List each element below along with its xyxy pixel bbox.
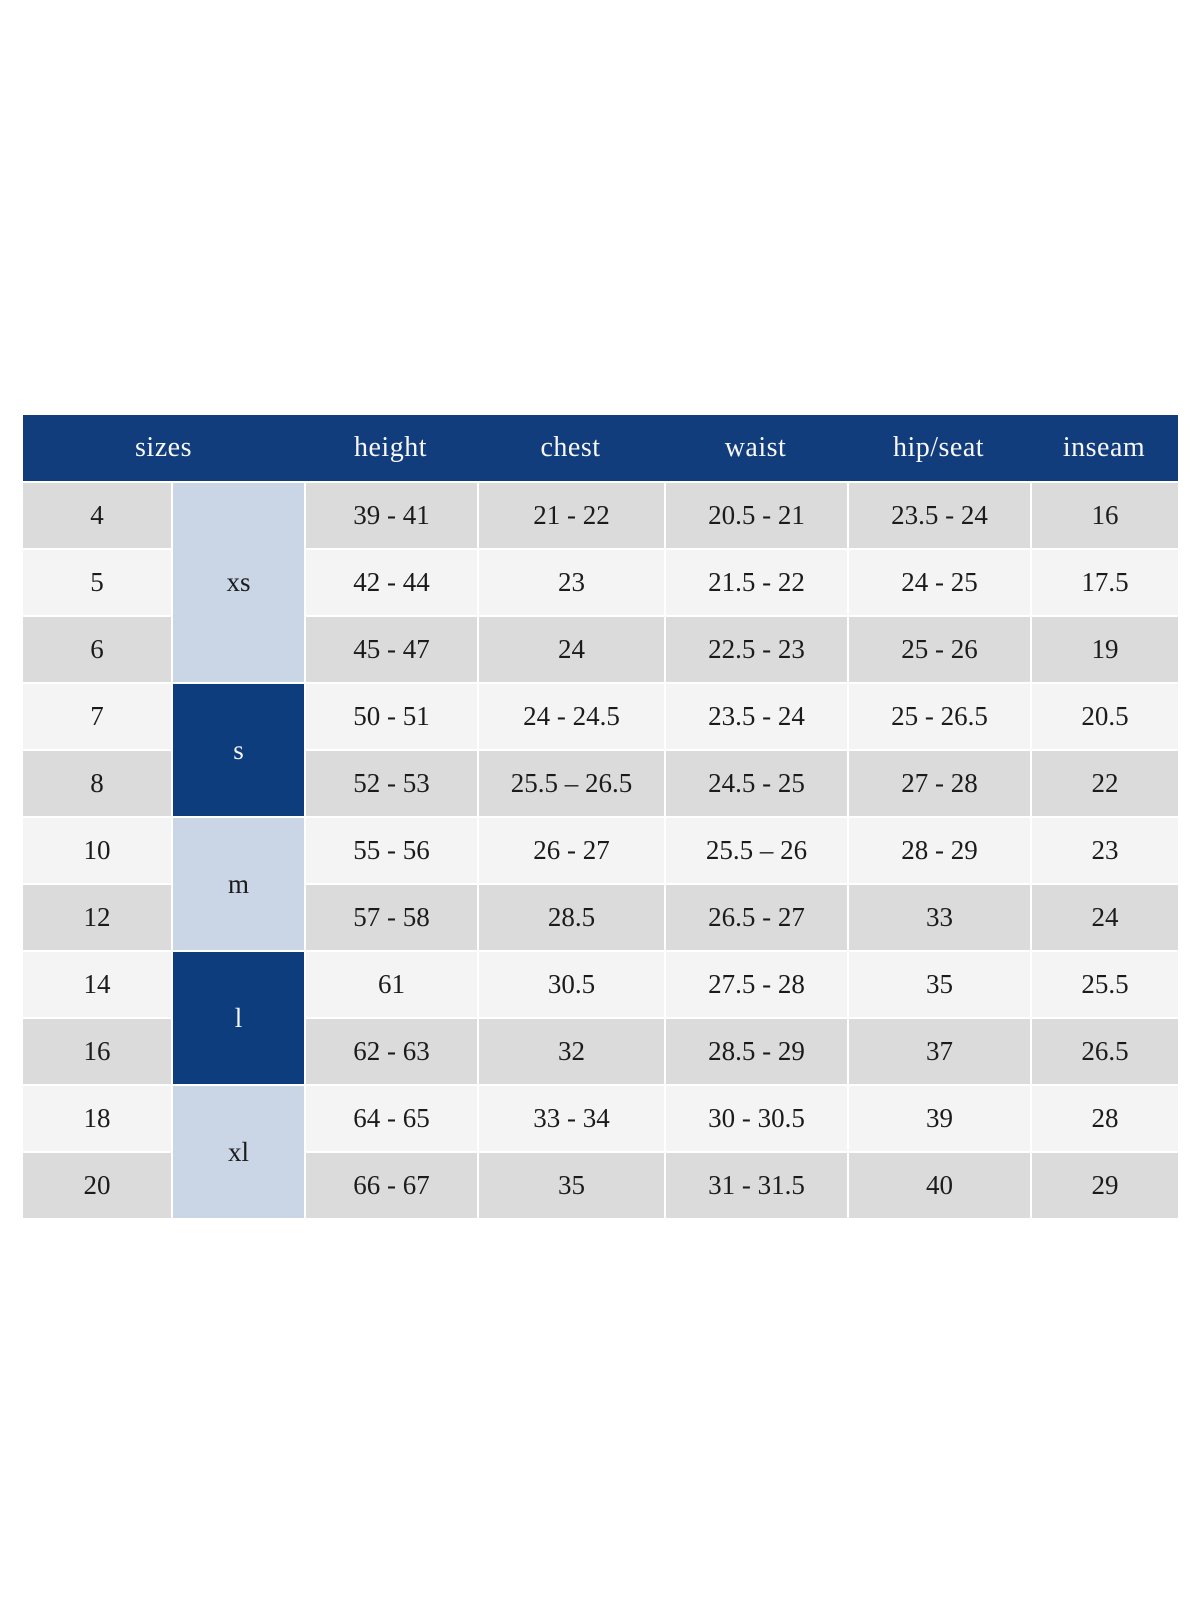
header-inseam: inseam <box>1062 432 1146 463</box>
hip-seat-cell: 37 <box>849 1019 1030 1084</box>
hip-seat-cell: 40 <box>849 1153 1030 1218</box>
waist-cell: 24.5 - 25 <box>666 751 847 816</box>
height-cell: 64 - 65 <box>306 1086 477 1151</box>
size-cell: 18 <box>23 1086 171 1151</box>
hip-seat-cell: 24 - 25 <box>849 550 1030 615</box>
size-cell: 8 <box>23 751 171 816</box>
chest-cell: 33 - 34 <box>479 1086 664 1151</box>
height-cell: 62 - 63 <box>306 1019 477 1084</box>
size-cell: 6 <box>23 617 171 682</box>
height-cell: 55 - 56 <box>306 818 477 883</box>
inseam-cell: 20.5 <box>1032 684 1178 749</box>
size-group-cell-xs: xs <box>173 483 304 682</box>
chest-cell: 21 - 22 <box>479 483 664 548</box>
inseam-cell: 23 <box>1032 818 1178 883</box>
chest-cell: 23 <box>479 550 664 615</box>
chest-cell: 28.5 <box>479 885 664 950</box>
inseam-cell: 17.5 <box>1032 550 1178 615</box>
inseam-cell: 22 <box>1032 751 1178 816</box>
size-cell: 5 <box>23 550 171 615</box>
hip-seat-cell: 25 - 26 <box>849 617 1030 682</box>
waist-cell: 22.5 - 23 <box>666 617 847 682</box>
header-sizes: sizes <box>135 432 192 463</box>
waist-cell: 23.5 - 24 <box>666 684 847 749</box>
chest-cell: 24 - 24.5 <box>479 684 664 749</box>
hip-seat-cell: 23.5 - 24 <box>849 483 1030 548</box>
inseam-cell: 16 <box>1032 483 1178 548</box>
size-cell: 12 <box>23 885 171 950</box>
size-cell: 4 <box>23 483 171 548</box>
height-cell: 50 - 51 <box>306 684 477 749</box>
height-cell: 57 - 58 <box>306 885 477 950</box>
height-cell: 61 <box>306 952 477 1017</box>
header-chest: chest <box>540 432 601 463</box>
hip-seat-cell: 25 - 26.5 <box>849 684 1030 749</box>
hip-seat-cell: 28 - 29 <box>849 818 1030 883</box>
size-cell: 16 <box>23 1019 171 1084</box>
height-cell: 42 - 44 <box>306 550 477 615</box>
header-hip-seat: hip/seat <box>892 432 985 463</box>
height-cell: 52 - 53 <box>306 751 477 816</box>
table-body: 4 39 - 41 21 - 22 20.5 - 21 23.5 - 24 16 5 42 -… <box>23 483 1178 1218</box>
chest-cell: 26 - 27 <box>479 818 664 883</box>
inseam-cell: 24 <box>1032 885 1178 950</box>
waist-cell: 30 - 30.5 <box>666 1086 847 1151</box>
inseam-cell: 26.5 <box>1032 1019 1178 1084</box>
size-group-cell-s: s <box>173 684 304 816</box>
size-group-cell-xl: xl <box>173 1086 304 1218</box>
table-header-row: sizes height chest waist hip/seat inseam <box>23 415 1178 481</box>
size-group-cell-m: m <box>173 818 304 950</box>
chest-cell: 35 <box>479 1153 664 1218</box>
chest-cell: 32 <box>479 1019 664 1084</box>
inseam-cell: 25.5 <box>1032 952 1178 1017</box>
size-cell: 10 <box>23 818 171 883</box>
inseam-cell: 28 <box>1032 1086 1178 1151</box>
hip-seat-cell: 27 - 28 <box>849 751 1030 816</box>
size-group-cell-l: l <box>173 952 304 1084</box>
size-cell: 20 <box>23 1153 171 1218</box>
size-cell: 14 <box>23 952 171 1017</box>
hip-seat-cell: 33 <box>849 885 1030 950</box>
waist-cell: 26.5 - 27 <box>666 885 847 950</box>
waist-cell: 28.5 - 29 <box>666 1019 847 1084</box>
height-cell: 39 - 41 <box>306 483 477 548</box>
hip-seat-cell: 35 <box>849 952 1030 1017</box>
chest-cell: 25.5 – 26.5 <box>479 751 664 816</box>
hip-seat-cell: 39 <box>849 1086 1030 1151</box>
height-cell: 66 - 67 <box>306 1153 477 1218</box>
chest-cell: 24 <box>479 617 664 682</box>
waist-cell: 25.5 – 26 <box>666 818 847 883</box>
header-waist: waist <box>724 432 787 463</box>
header-height: height <box>354 432 427 463</box>
chest-cell: 30.5 <box>479 952 664 1017</box>
waist-cell: 31 - 31.5 <box>666 1153 847 1218</box>
waist-cell: 21.5 - 22 <box>666 550 847 615</box>
inseam-cell: 19 <box>1032 617 1178 682</box>
size-cell: 7 <box>23 684 171 749</box>
inseam-cell: 29 <box>1032 1153 1178 1218</box>
height-cell: 45 - 47 <box>306 617 477 682</box>
size-chart-table: sizes height chest waist hip/seat inseam… <box>23 415 1178 1218</box>
waist-cell: 20.5 - 21 <box>666 483 847 548</box>
waist-cell: 27.5 - 28 <box>666 952 847 1017</box>
